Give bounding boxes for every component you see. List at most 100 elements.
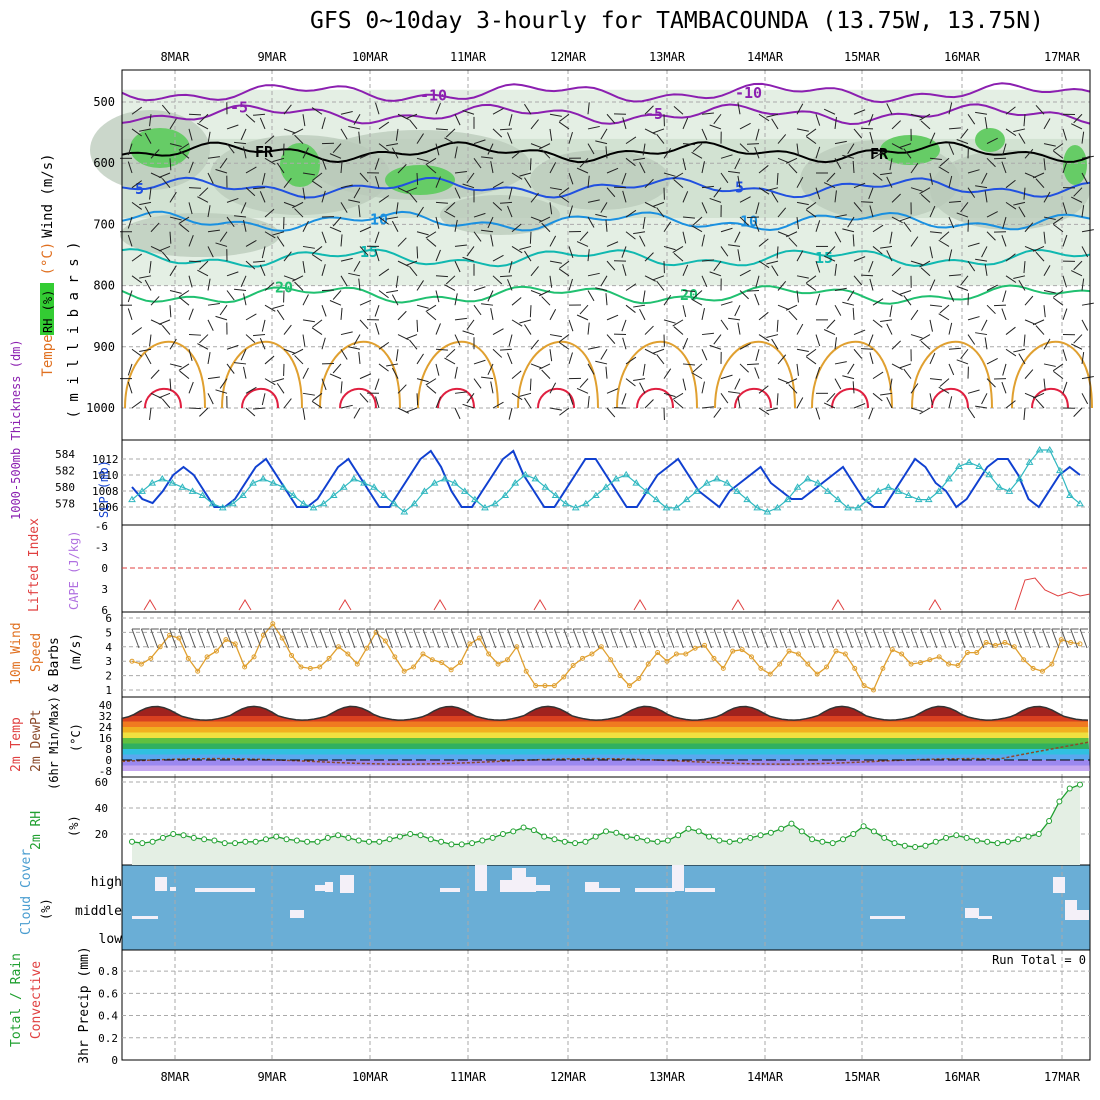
wind-barb bbox=[656, 354, 665, 365]
wind-barb bbox=[568, 246, 574, 258]
wind10-barb bbox=[178, 628, 187, 649]
wind10-barb bbox=[675, 628, 684, 649]
wind10-barb bbox=[704, 628, 713, 649]
rh-point bbox=[448, 841, 455, 848]
wind-barb bbox=[622, 264, 627, 276]
wind-barb bbox=[139, 128, 152, 132]
wind-barb bbox=[311, 253, 323, 262]
wind-point bbox=[673, 651, 679, 657]
wind10-barb bbox=[488, 628, 497, 649]
wind-barb bbox=[600, 202, 608, 213]
wind-barb bbox=[852, 381, 855, 394]
thickness-point bbox=[299, 499, 308, 507]
thickness-point bbox=[420, 487, 429, 494]
wind-point bbox=[1039, 668, 1045, 674]
wind-barb bbox=[127, 216, 133, 229]
wind-barb bbox=[889, 231, 893, 244]
wind-barb bbox=[378, 341, 390, 350]
wind-barb bbox=[1005, 253, 1016, 262]
wind-barb bbox=[359, 152, 372, 159]
wind-barb bbox=[587, 143, 595, 155]
wind-barb bbox=[169, 143, 182, 148]
cloud-bar bbox=[170, 887, 176, 891]
wind-barb bbox=[511, 223, 522, 233]
thickness-point bbox=[884, 483, 893, 490]
cloud-bar bbox=[536, 885, 550, 891]
rh-point bbox=[953, 832, 960, 839]
wind-barb bbox=[576, 241, 589, 247]
wind-barb bbox=[144, 279, 152, 291]
wind10-barb bbox=[553, 628, 562, 649]
wind-point bbox=[289, 652, 295, 658]
wind-barb bbox=[713, 113, 722, 125]
wind-barb bbox=[568, 205, 573, 218]
thickness-point bbox=[672, 503, 681, 511]
temp-ytick: -8 bbox=[99, 765, 112, 778]
wind-barb bbox=[511, 172, 523, 180]
wind-barb bbox=[416, 157, 429, 162]
li-label: Lifted Index bbox=[27, 518, 42, 612]
thickness-point bbox=[188, 487, 197, 494]
wind-barb bbox=[435, 396, 441, 409]
wind-point bbox=[138, 661, 144, 667]
wind-barb bbox=[796, 128, 809, 132]
thickness-point bbox=[612, 474, 620, 482]
wind-barb bbox=[272, 304, 285, 309]
wind-barb bbox=[272, 231, 285, 236]
wind-barb bbox=[701, 185, 714, 189]
wind-barb bbox=[473, 212, 486, 218]
warm-loop bbox=[734, 387, 772, 409]
wind10-barb bbox=[234, 628, 243, 649]
cloud-bar bbox=[290, 910, 304, 918]
wind10-barb bbox=[816, 628, 825, 649]
wind-barb bbox=[283, 104, 292, 115]
wind-barb bbox=[600, 275, 608, 287]
wind-barb bbox=[215, 315, 228, 321]
wind-barb bbox=[595, 287, 608, 291]
wind-barb bbox=[956, 139, 969, 145]
wind-barb bbox=[541, 222, 551, 233]
wind-barb bbox=[283, 128, 296, 134]
wind-barb bbox=[207, 205, 211, 218]
wind10-barb bbox=[300, 628, 309, 649]
wind-barb bbox=[625, 157, 636, 167]
thickness-point bbox=[360, 479, 368, 486]
cape-label: CAPE (J/kg) bbox=[67, 531, 81, 610]
rh-point bbox=[788, 820, 795, 827]
wind-barb bbox=[386, 290, 399, 294]
wind-barb bbox=[834, 263, 837, 276]
wind-barb bbox=[435, 128, 449, 131]
wind10-barb bbox=[516, 628, 525, 649]
wind-barb bbox=[853, 348, 863, 359]
wind-point bbox=[204, 654, 210, 660]
wind10-barb bbox=[995, 628, 1003, 649]
wind-point bbox=[504, 657, 510, 663]
slp-label: SLP (mb) bbox=[97, 460, 111, 518]
wind10-barb bbox=[394, 628, 403, 649]
minmax-label: (6hr Min/Max) bbox=[47, 696, 61, 790]
wind-barb bbox=[785, 231, 798, 238]
wind-point bbox=[580, 655, 586, 661]
wind-barb bbox=[161, 251, 171, 262]
wind-barb bbox=[579, 231, 589, 241]
wind-barb bbox=[1062, 308, 1068, 321]
wind-barb bbox=[919, 187, 931, 195]
wind-barb bbox=[891, 143, 903, 150]
wind-barb bbox=[507, 352, 513, 365]
wind-barb bbox=[834, 190, 837, 203]
wind-barb bbox=[986, 378, 996, 388]
wind-barb bbox=[919, 113, 931, 121]
wind-barb bbox=[815, 146, 821, 159]
wind-barb bbox=[595, 140, 608, 145]
wind-barb bbox=[625, 231, 636, 240]
wind-barb bbox=[391, 294, 399, 306]
wind10-barbs-label: & Barbs bbox=[47, 637, 62, 692]
wind-point bbox=[720, 665, 726, 671]
wind-barb bbox=[785, 157, 798, 164]
rh-point bbox=[324, 834, 331, 841]
wind-barb bbox=[161, 104, 171, 115]
wind10-barb bbox=[460, 628, 468, 649]
thickness-markers bbox=[128, 446, 1084, 515]
wind-barb bbox=[587, 396, 590, 409]
wind-barb bbox=[929, 319, 933, 332]
